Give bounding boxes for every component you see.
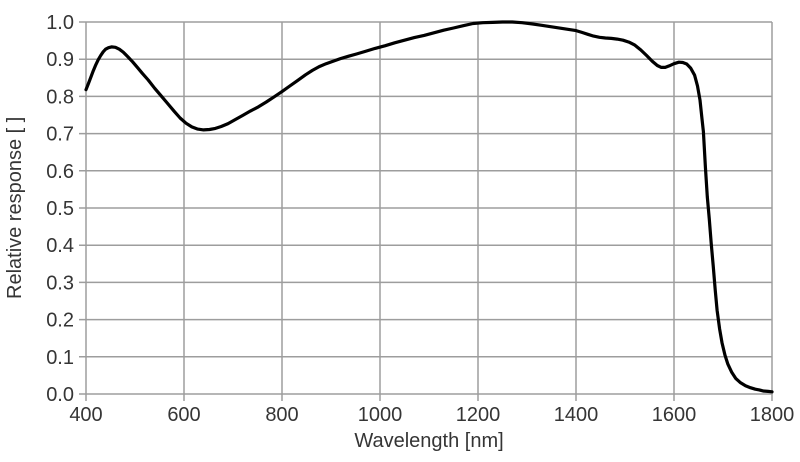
x-tick-label: 1000 <box>358 404 403 426</box>
y-tick-label: 0.0 <box>46 384 74 406</box>
x-tick-label: 1800 <box>750 404 795 426</box>
x-axis-title: Wavelength [nm] <box>354 430 504 452</box>
x-tick-label: 600 <box>167 404 200 426</box>
y-tick-label: 0.4 <box>46 235 74 257</box>
x-tick-label: 1200 <box>456 404 501 426</box>
x-tick-label: 1400 <box>554 404 599 426</box>
y-tick-label: 0.8 <box>46 86 74 108</box>
y-tick-label: 0.9 <box>46 49 74 71</box>
x-tick-label: 400 <box>69 404 102 426</box>
x-tick-label: 800 <box>265 404 298 426</box>
y-tick-label: 0.1 <box>46 347 74 369</box>
x-tick-label: 1600 <box>652 404 697 426</box>
y-tick-label: 0.6 <box>46 161 74 183</box>
y-tick-label: 1.0 <box>46 12 74 34</box>
y-axis-title: Relative response [ ] <box>4 116 26 300</box>
y-tick-label: 0.5 <box>46 198 74 220</box>
y-tick-label: 0.3 <box>46 272 74 294</box>
response-curve <box>84 20 774 394</box>
y-tick-label: 0.7 <box>46 124 74 146</box>
y-tick-label: 0.2 <box>46 310 74 332</box>
